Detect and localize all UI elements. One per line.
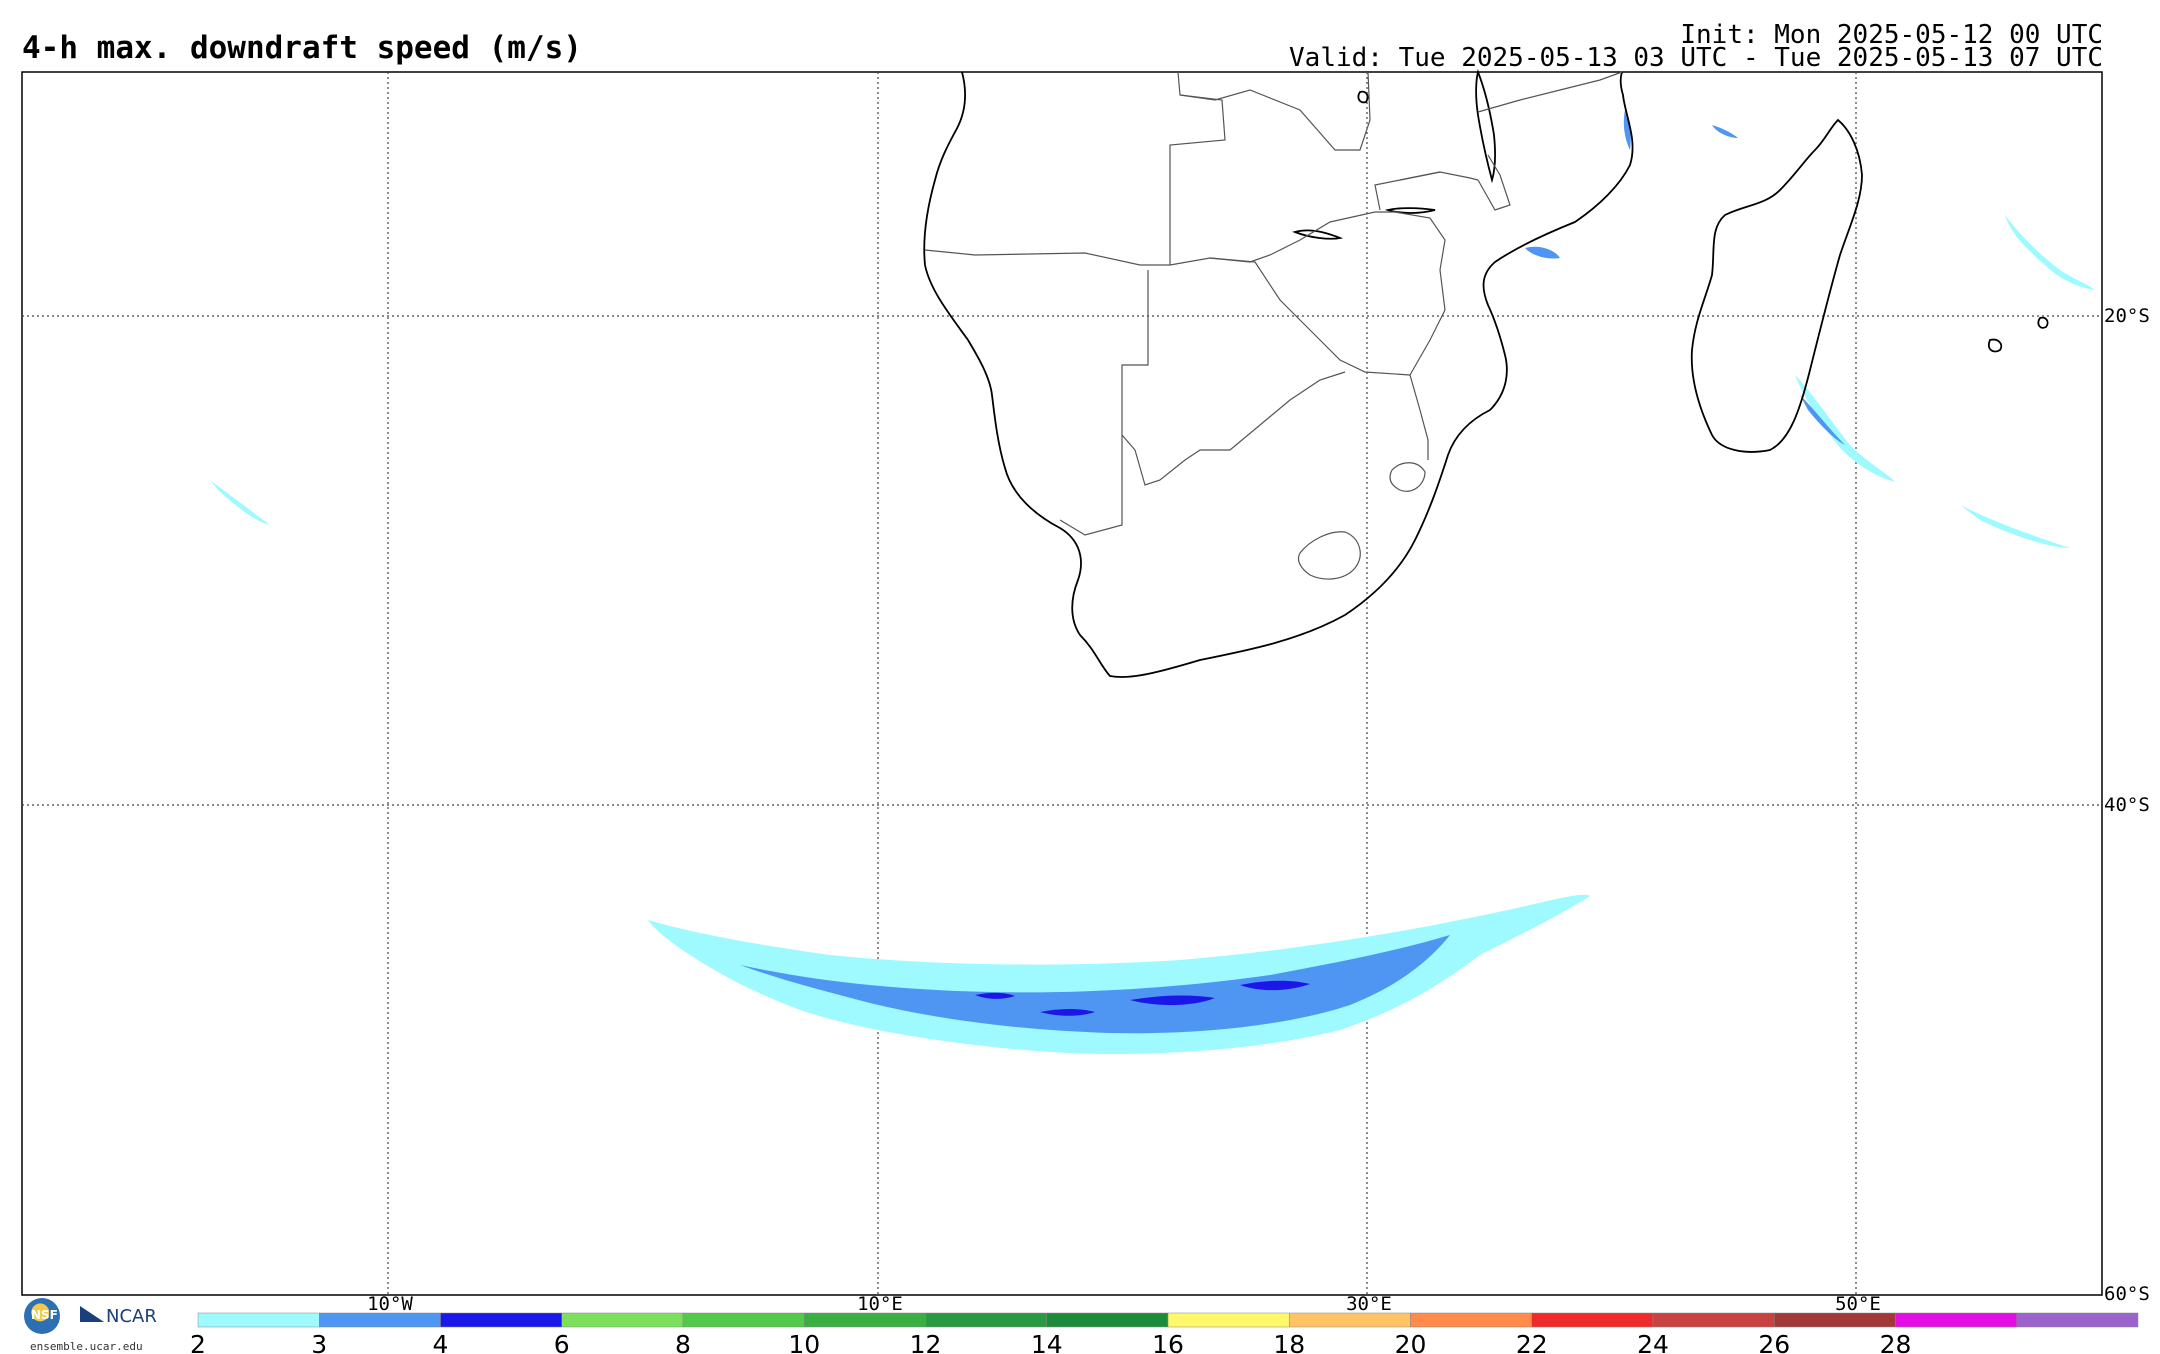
mauritius-coast [2037,316,2049,329]
lake-kariba [1292,229,1344,240]
colorbar-tick-label: 26 [1758,1330,1790,1354]
border-botswana-zimbabwe [1209,257,1411,376]
lesotho [1297,531,1361,580]
colorbar-swatch [2016,1312,2139,1328]
colorbar-swatch [561,1312,684,1328]
colorbar-swatch [197,1312,320,1328]
colorbar-swatch [925,1312,1047,1328]
colorbar-tick-label: 20 [1395,1330,1427,1354]
colorbar-tick-label: 28 [1880,1330,1912,1354]
downdraft-atlantic-west [210,480,270,525]
colorbar-tick-label: 10 [788,1330,820,1354]
downdraft-madagascar-east-core [1800,395,1845,445]
downdraft-band-light [648,894,1590,1054]
colorbar-swatch [440,1312,562,1328]
africa-coast [923,71,1634,678]
border-mozambique-zambia-north [1399,171,1441,181]
colorbar-tick-label: 3 [311,1330,327,1354]
nsf-logo: NSF [24,1298,60,1334]
colorbar-swatch [319,1312,441,1328]
downdraft-band-dark-3 [1040,1009,1095,1016]
colorbar-tick-label: 12 [910,1330,942,1354]
colorbar-swatch [1531,1312,1654,1328]
downdraft-band-dark-4 [975,992,1015,999]
reunion-coast [1988,338,2003,353]
map-frame [21,71,2103,1296]
lat-label-60s: 60°S [2104,1283,2150,1305]
border-zambia-drc [1179,71,1371,151]
eswatini [1389,462,1426,492]
border-zambia-zimbabwe [1249,211,1395,263]
madagascar-coast [1690,118,1863,453]
downdraft-mozambique [1525,246,1560,259]
lon-label-50e: 50°E [1835,1293,1881,1315]
downdraft-mozambique-north [1623,110,1631,150]
border-angola-zambia [1169,71,1226,265]
lake-tanganyika-south [1357,90,1369,104]
colorbar: 2 3 4 6 8 10 12 14 16 18 20 22 24 26 28 [190,1312,2139,1354]
border-botswana-sa [1121,371,1346,486]
colorbar-tick-label: 6 [554,1330,570,1354]
colorbar-swatch [1410,1312,1532,1328]
downdraft-band-dark-2 [1240,980,1310,991]
colorbar-tick-label: 16 [1152,1330,1184,1354]
colorbar-swatch [1774,1312,1896,1328]
colorbar-tick-label: 4 [433,1330,449,1354]
lon-label-30e: 30°E [1346,1293,1392,1315]
colorbar-tick-label: 8 [675,1330,691,1354]
colorbar-tick-label: 24 [1637,1330,1669,1354]
colorbar-tick-label: 22 [1516,1330,1548,1354]
downdraft-small-1 [1712,125,1738,138]
border-tanzania-mozambique [1477,71,1623,113]
ncar-logo-icon [80,1306,104,1322]
border-namibia-botswana [1059,270,1149,536]
colorbar-tick-label: 14 [1031,1330,1063,1354]
colorbar-swatch [1046,1312,1169,1328]
valid-time: Valid: Tue 2025-05-13 03 UTC - Tue 2025-… [1289,43,2103,73]
border-mozambique-malawi [1477,154,1511,211]
downdraft-shading [210,110,2095,1054]
colorbar-swatch [1167,1312,1290,1328]
lat-labels: 20°S 40°S 60°S [2104,305,2150,1305]
logo-url: ensemble.ucar.edu [30,1340,143,1353]
coastlines [923,69,2049,678]
map-title: 4-h max. downdraft speed (m/s) [22,30,582,66]
graticule [22,72,2102,1295]
colorbar-swatch [1652,1312,1775,1328]
downdraft-band-dark-1 [1130,995,1215,1006]
lake-malawi [1475,69,1496,184]
colorbar-tick-label: 18 [1273,1330,1305,1354]
lon-label-10e: 10°E [857,1293,903,1315]
colorbar-swatch [1895,1312,2017,1328]
colorbar-swatch [682,1312,805,1328]
lon-label-10w: 10°W [367,1293,413,1315]
logo-area: NSF NCAR ensemble.ucar.edu [24,1296,164,1354]
border-zimbabwe-mozambique [1394,211,1446,376]
lon-labels: 10°W 10°E 30°E 50°E [367,1293,1881,1315]
lat-label-20s: 20°S [2104,305,2150,327]
border-sa-mozambique [1409,374,1429,460]
colorbar-tick-label: 2 [190,1330,206,1354]
nsf-logo-text: NSF [31,1308,58,1322]
init-time: Init: Mon 2025-05-12 00 UTC [1680,20,2103,50]
colorbar-swatch [804,1312,926,1328]
downdraft-band-mid [740,935,1450,1034]
colorbar-swatch [1289,1312,1411,1328]
lat-label-40s: 40°S [2104,794,2150,816]
country-borders [924,71,1623,536]
ncar-logo: NCAR [106,1306,157,1327]
